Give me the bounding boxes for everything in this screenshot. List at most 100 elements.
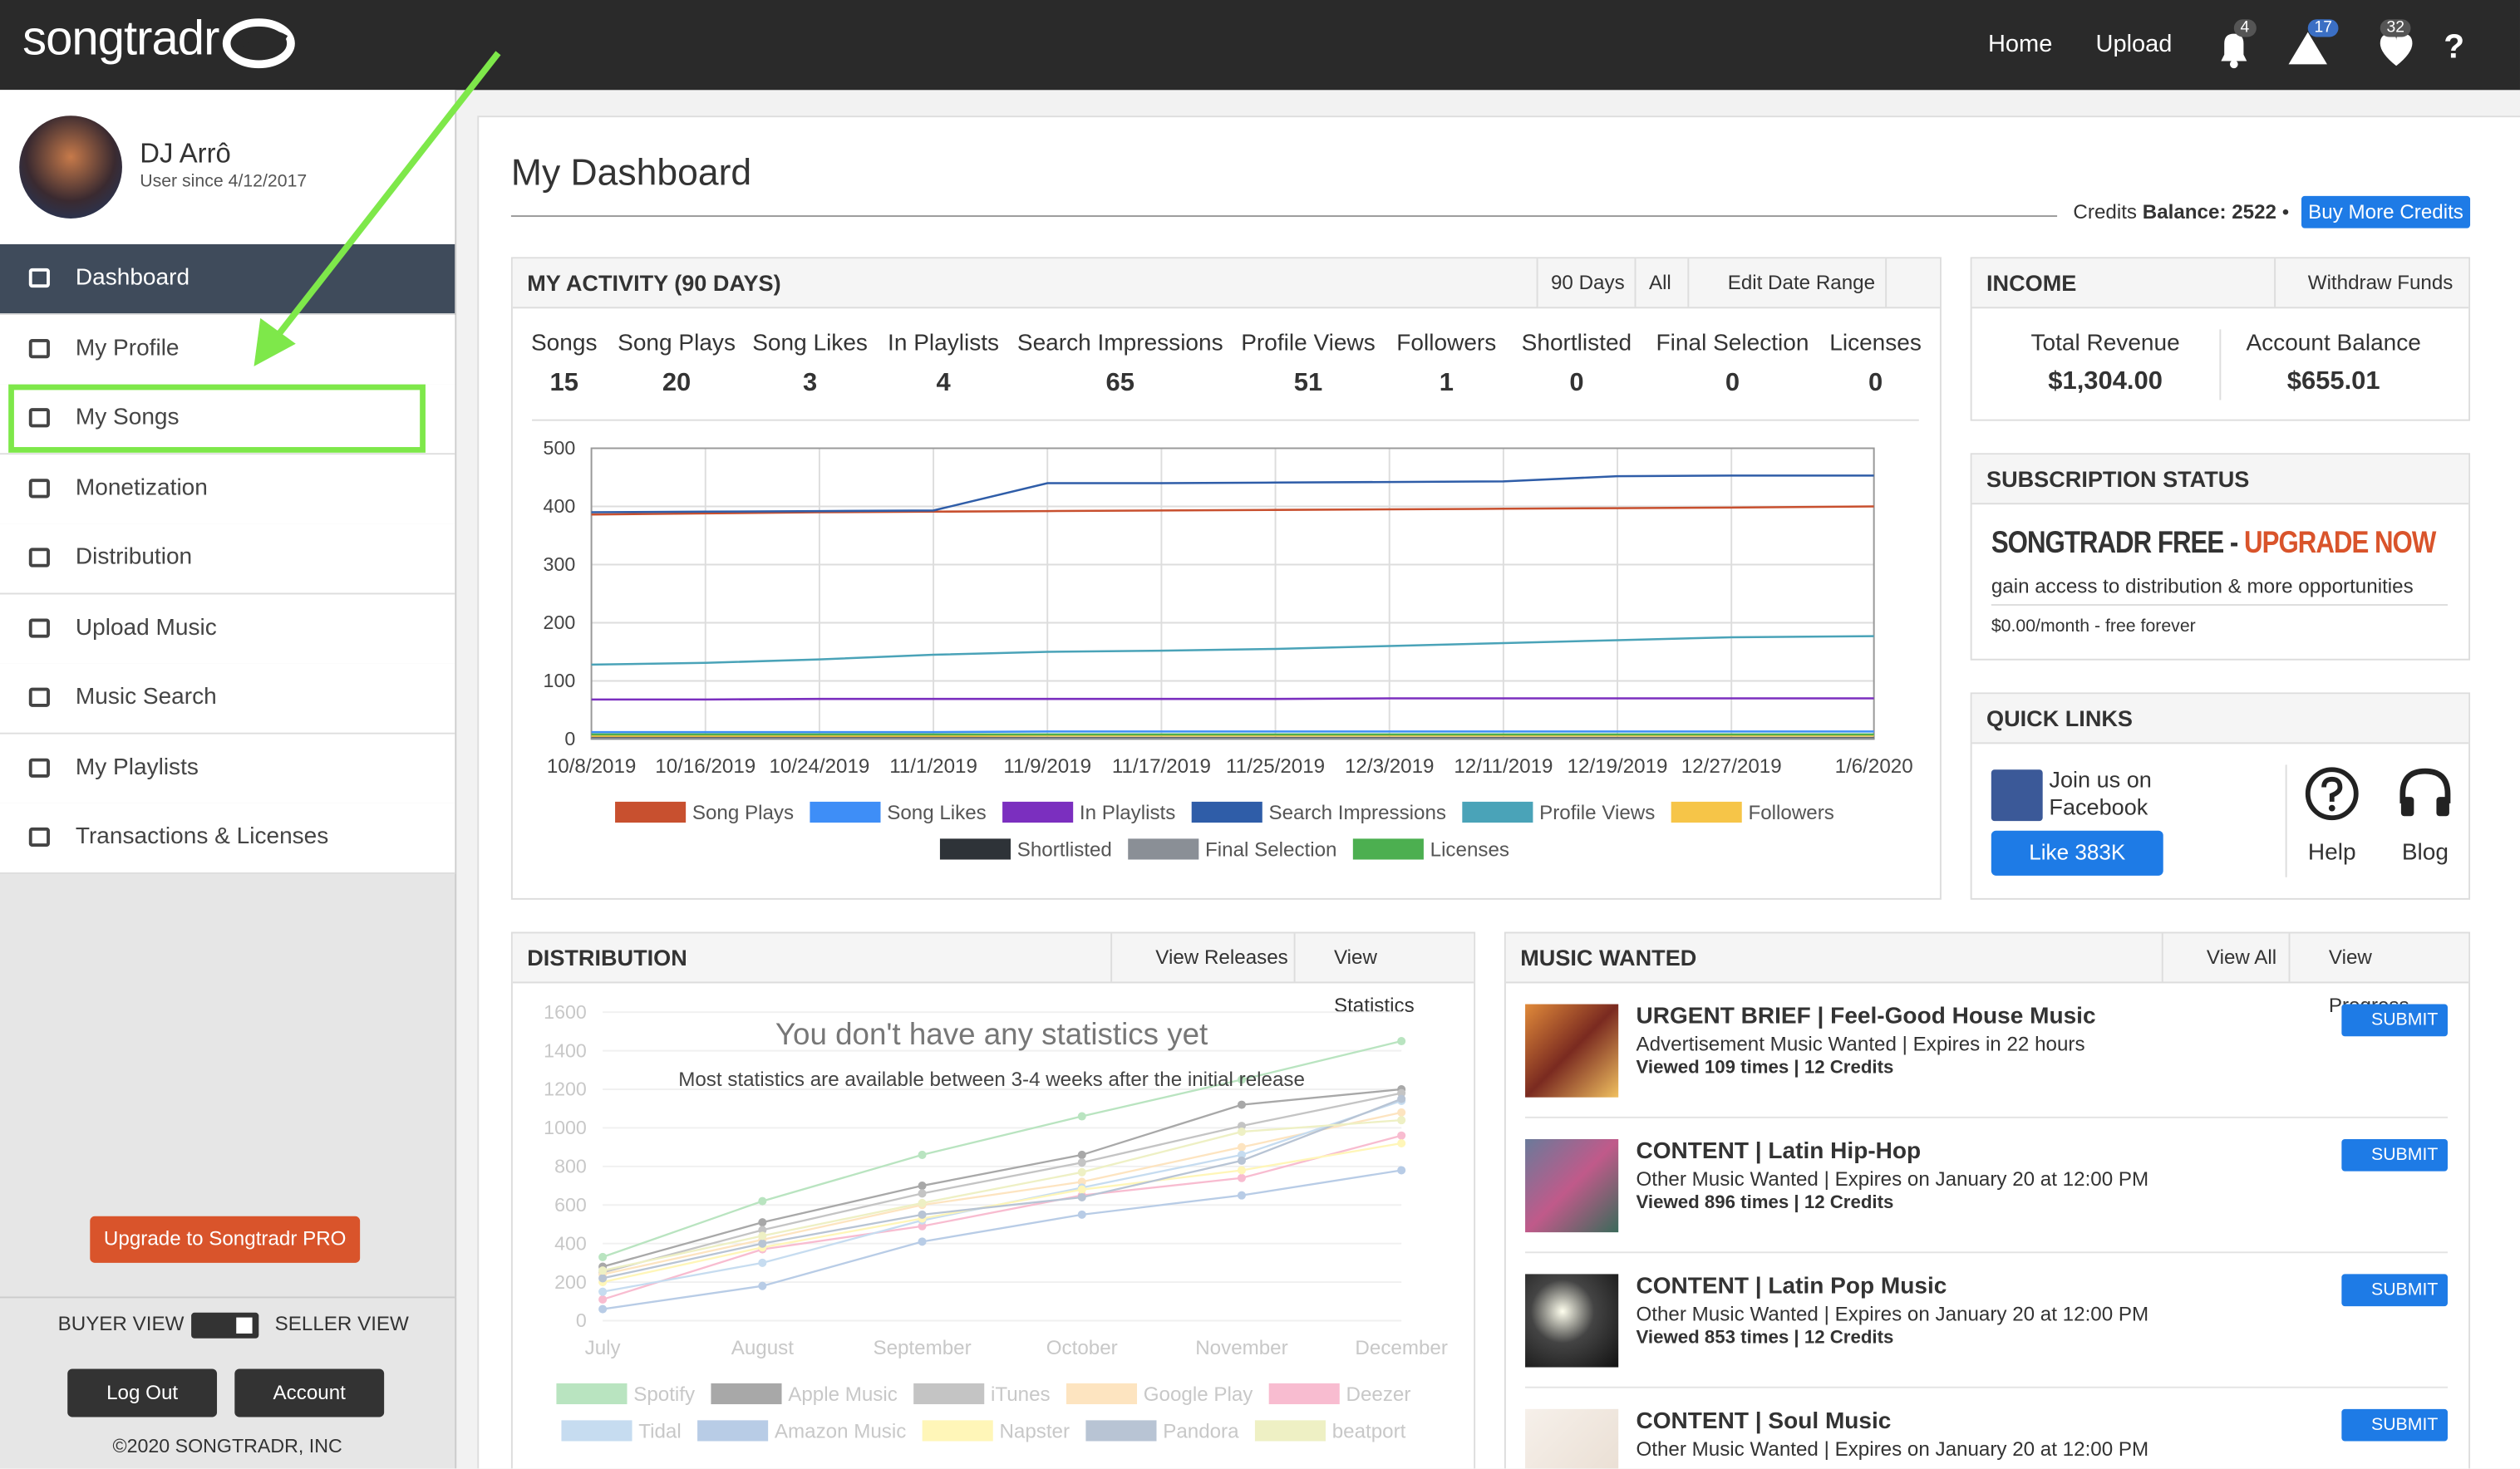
stat-label: Licenses [1829, 331, 1922, 357]
menu-item[interactable]: My Playlists [0, 733, 455, 804]
logo[interactable]: songtradr [22, 12, 219, 66]
toggle-knob [236, 1317, 253, 1334]
menu-icon [28, 827, 50, 848]
user-since: User since 4/12/2017 [140, 171, 308, 192]
settings-button[interactable] [1885, 258, 1940, 307]
stat-value: 51 [1293, 369, 1323, 397]
panel-header: INCOME Withdraw Funds [1971, 258, 2469, 309]
logout-button[interactable]: Log Out [67, 1368, 218, 1417]
x-tick-label: 12/3/2019 [1345, 755, 1434, 778]
blog-icon[interactable] [2396, 764, 2454, 823]
stat-label: Shortlisted [1521, 331, 1632, 357]
item-subtitle: Other Music Wanted | Expires on January … [1636, 1303, 2149, 1326]
stat-value: 0 [1569, 369, 1584, 397]
upgrade-button[interactable]: Upgrade to Songtradr PRO [90, 1216, 361, 1263]
series-line [591, 474, 1874, 513]
menu-label: Transactions & Licenses [75, 823, 329, 850]
submit-button[interactable]: SUBMIT [2341, 1274, 2448, 1307]
range-button[interactable]: Edit Date Range [1687, 258, 1888, 307]
facebook-link[interactable]: Join us on Facebook [2049, 766, 2152, 820]
item-views: Viewed 853 times | 12 Credits [1636, 1329, 1894, 1349]
income-panel: INCOME Withdraw Funds Total Revenue $1,3… [1970, 257, 2471, 421]
divider [2219, 329, 2222, 400]
menu-label: My Playlists [75, 754, 199, 780]
logo-mark [222, 18, 295, 69]
divider [2285, 764, 2287, 877]
x-tick-label: 12/27/2019 [1681, 755, 1782, 778]
nav-home[interactable]: Home [1987, 30, 2053, 58]
menu-item[interactable]: Music Search [0, 663, 455, 734]
x-tick-label: 11/25/2019 [1226, 755, 1325, 778]
range-button[interactable]: 90 Days [1536, 258, 1638, 307]
page-title: My Dashboard [510, 150, 752, 194]
legend-label: Song Plays [692, 802, 794, 824]
y-tick-label: 0 [564, 728, 575, 749]
submit-button[interactable]: SUBMIT [2341, 1138, 2448, 1172]
submit-button[interactable]: SUBMIT [2341, 1004, 2448, 1037]
menu-item[interactable]: Monetization [0, 454, 455, 525]
view-statistics[interactable]: View Statistics [1293, 933, 1474, 1017]
item-image[interactable] [1525, 1274, 1619, 1368]
menu-icon [28, 687, 50, 707]
panel-header: MUSIC WANTED View All View Progress [1505, 933, 2469, 1017]
item-title[interactable]: CONTENT | Latin Pop Music [1636, 1274, 1947, 1300]
avatar[interactable] [19, 115, 122, 219]
help-icon[interactable]: ? [2444, 27, 2464, 66]
series-line [591, 730, 1874, 734]
x-tick-label: 10/8/2019 [547, 755, 636, 778]
legend-label: Profile Views [1539, 802, 1655, 824]
menu-item[interactable]: Distribution [0, 523, 455, 595]
item-image[interactable] [1525, 1138, 1619, 1233]
nav-upload[interactable]: Upload [2095, 30, 2173, 58]
empty-title: You don't have any statistics yet [775, 1018, 1208, 1053]
legend-swatch [1671, 801, 1742, 823]
legend-swatch [1191, 801, 1262, 823]
stat-value: 4 [936, 369, 951, 397]
plot-frame [590, 447, 1875, 740]
item-title[interactable]: URGENT BRIEF | Feel-Good House Music [1636, 1004, 2096, 1030]
like-button[interactable]: Like 383K [1991, 830, 2163, 876]
menu-label: Upload Music [75, 614, 217, 641]
view-all[interactable]: View All [2161, 933, 2290, 982]
income-value: $655.01 [2286, 367, 2380, 396]
menu-label: My Profile [75, 335, 180, 361]
help-link[interactable]: Help [2307, 840, 2356, 867]
stat-label: Final Selection [1656, 331, 1809, 357]
stat-value: 65 [1105, 369, 1134, 397]
range-button[interactable]: All [1634, 258, 1685, 307]
withdraw-button[interactable]: Withdraw Funds [2274, 258, 2466, 307]
item-subtitle: Other Music Wanted | Expires on January … [1636, 1167, 2149, 1191]
badge: 17 [2307, 19, 2339, 37]
music-wanted-list: URGENT BRIEF | Feel-Good House Music Adve… [1506, 981, 2468, 1469]
item-image[interactable] [1525, 1004, 1619, 1098]
upgrade-now[interactable]: UPGRADE NOW [2244, 527, 2436, 561]
account-button[interactable]: Account [234, 1368, 385, 1417]
panel-header: SUBSCRIPTION STATUS [1971, 454, 2469, 505]
legend-swatch [1128, 838, 1199, 860]
panel-header: QUICK LINKS [1971, 694, 2469, 744]
legend-label: Song Likes [887, 802, 987, 824]
rule [1991, 604, 2448, 606]
submit-button[interactable]: SUBMIT [2341, 1408, 2448, 1442]
blog-link[interactable]: Blog [2401, 840, 2449, 867]
view-releases[interactable]: View Releases [1110, 933, 1301, 982]
menu-label: Monetization [75, 474, 208, 501]
subscription-panel: SUBSCRIPTION STATUS SONGTRADR FREE - UPG… [1970, 453, 2471, 661]
item-title[interactable]: CONTENT | Latin Hip-Hop [1636, 1138, 1922, 1165]
item-title[interactable]: CONTENT | Soul Music [1636, 1408, 1892, 1435]
panel-title: MUSIC WANTED [1520, 944, 1697, 970]
buy-credits[interactable]: Buy More Credits [2301, 195, 2471, 228]
help-link-icon[interactable] [2303, 764, 2361, 823]
menu: Dashboard My Profile My Songs Monetization D… [0, 243, 455, 874]
menu-item[interactable]: Transactions & Licenses [0, 803, 455, 874]
menu-icon [28, 268, 50, 288]
facebook-icon[interactable] [1991, 769, 2043, 822]
music-wanted-panel: MUSIC WANTED View All View Progress URGE… [1504, 931, 2471, 1469]
x-tick-label: 11/1/2019 [889, 755, 977, 778]
title-rule [510, 215, 2058, 218]
nav-icons[interactable]: ? [2215, 19, 2488, 74]
item-image[interactable] [1525, 1408, 1619, 1469]
y-tick-label: 100 [544, 670, 576, 691]
view-toggle[interactable] [191, 1312, 259, 1339]
